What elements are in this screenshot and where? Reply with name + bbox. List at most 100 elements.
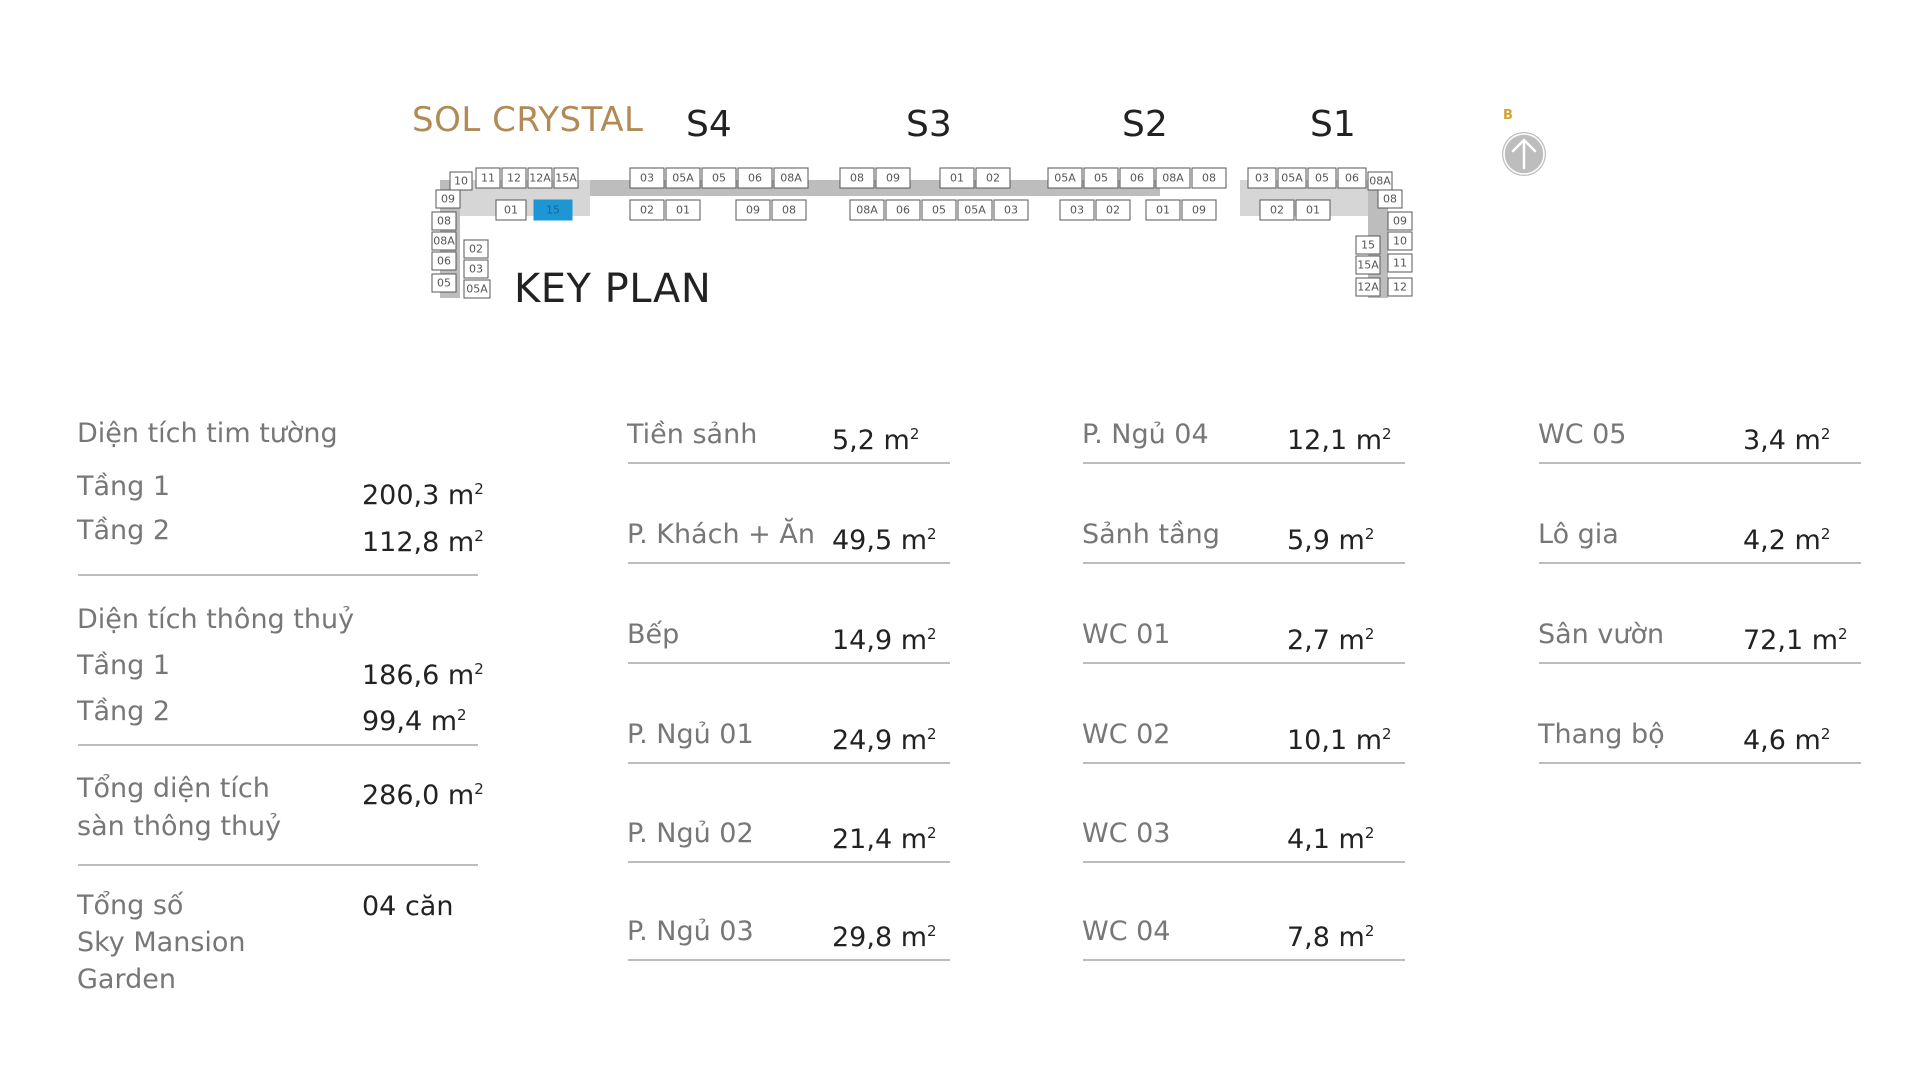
divider bbox=[628, 562, 950, 564]
svg-text:08A: 08A bbox=[780, 172, 802, 185]
room-label: Sân vườn bbox=[1538, 619, 1665, 650]
svg-text:05A: 05A bbox=[672, 172, 694, 185]
room-area-value: 72,1 m2 bbox=[1743, 625, 1848, 656]
divider bbox=[628, 861, 950, 863]
svg-text:03: 03 bbox=[1004, 204, 1018, 217]
divider bbox=[628, 959, 950, 961]
svg-text:01: 01 bbox=[1306, 204, 1320, 217]
svg-text:02: 02 bbox=[986, 172, 1000, 185]
svg-text:08A: 08A bbox=[1369, 175, 1391, 188]
svg-text:06: 06 bbox=[748, 172, 762, 185]
divider bbox=[1083, 662, 1405, 664]
plan-unit: 11 bbox=[475, 167, 501, 189]
plan-unit: 15 bbox=[1355, 235, 1381, 255]
room-area-value: 5,2 m2 bbox=[832, 425, 920, 456]
wall-area-floor1-label: Tầng 1 bbox=[77, 471, 171, 502]
svg-text:03: 03 bbox=[1070, 204, 1084, 217]
svg-text:09: 09 bbox=[886, 172, 900, 185]
plan-unit: 05A bbox=[665, 167, 701, 189]
svg-text:10: 10 bbox=[1393, 235, 1407, 248]
room-area-value: 4,2 m2 bbox=[1743, 525, 1831, 556]
svg-text:12A: 12A bbox=[529, 172, 551, 185]
svg-text:05: 05 bbox=[1094, 172, 1108, 185]
svg-text:08A: 08A bbox=[856, 204, 878, 217]
plan-unit: 08 bbox=[1191, 167, 1227, 189]
svg-text:03: 03 bbox=[640, 172, 654, 185]
divider bbox=[78, 574, 478, 576]
room-label: WC 03 bbox=[1082, 818, 1171, 849]
north-compass-icon bbox=[1502, 132, 1546, 176]
room-area-value: 24,9 m2 bbox=[832, 725, 937, 756]
plan-unit: 05 bbox=[701, 167, 737, 189]
clear-area-floor2-label: Tầng 2 bbox=[77, 696, 171, 727]
svg-text:01: 01 bbox=[1156, 204, 1170, 217]
plan-unit: 09 bbox=[875, 167, 911, 189]
svg-text:06: 06 bbox=[1130, 172, 1144, 185]
plan-unit: 15A bbox=[1355, 255, 1381, 275]
svg-text:05A: 05A bbox=[964, 204, 986, 217]
plan-unit: 15A bbox=[553, 167, 579, 189]
divider bbox=[628, 662, 950, 664]
section-label-s2: S2 bbox=[1122, 104, 1168, 145]
wall-area-floor2-value: 112,8 m2 bbox=[362, 527, 484, 558]
clear-area-floor1-value: 186,6 m2 bbox=[362, 660, 484, 691]
svg-text:08: 08 bbox=[782, 204, 796, 217]
svg-text:01: 01 bbox=[950, 172, 964, 185]
divider bbox=[1539, 762, 1861, 764]
svg-text:05: 05 bbox=[932, 204, 946, 217]
svg-text:06: 06 bbox=[1345, 172, 1359, 185]
room-area-value: 14,9 m2 bbox=[832, 625, 937, 656]
svg-text:05A: 05A bbox=[466, 283, 488, 296]
total-units-label-line1: Tổng số bbox=[77, 890, 184, 921]
plan-unit: 08 bbox=[1377, 189, 1403, 209]
room-area-value: 29,8 m2 bbox=[832, 922, 937, 953]
svg-text:05: 05 bbox=[712, 172, 726, 185]
plan-unit: 01 bbox=[1145, 199, 1181, 221]
svg-text:01: 01 bbox=[676, 204, 690, 217]
divider bbox=[1539, 662, 1861, 664]
room-label: WC 04 bbox=[1082, 916, 1171, 947]
svg-text:11: 11 bbox=[1393, 257, 1407, 270]
plan-unit: 06 bbox=[1337, 167, 1367, 189]
svg-text:05: 05 bbox=[437, 277, 451, 290]
svg-text:02: 02 bbox=[640, 204, 654, 217]
total-area-label-line1: Tổng diện tích bbox=[77, 773, 270, 804]
plan-unit: 03 bbox=[1059, 199, 1095, 221]
room-area-value: 5,9 m2 bbox=[1287, 525, 1375, 556]
room-area-value: 49,5 m2 bbox=[832, 525, 937, 556]
plan-unit: 09 bbox=[1181, 199, 1217, 221]
wall-area-floor1-value: 200,3 m2 bbox=[362, 480, 484, 511]
plan-unit: 12A bbox=[1355, 277, 1381, 297]
room-area-value: 4,6 m2 bbox=[1743, 725, 1831, 756]
svg-text:06: 06 bbox=[896, 204, 910, 217]
section-label-s3: S3 bbox=[906, 104, 952, 145]
svg-text:12A: 12A bbox=[1357, 281, 1379, 294]
svg-text:03: 03 bbox=[469, 263, 483, 276]
plan-unit: 05 bbox=[921, 199, 957, 221]
svg-text:01: 01 bbox=[504, 204, 518, 217]
svg-text:08: 08 bbox=[1202, 172, 1216, 185]
svg-text:09: 09 bbox=[746, 204, 760, 217]
divider bbox=[1083, 462, 1405, 464]
plan-unit: 05A bbox=[957, 199, 993, 221]
room-area-value: 21,4 m2 bbox=[832, 824, 937, 855]
plan-unit: 08 bbox=[839, 167, 875, 189]
room-label: WC 05 bbox=[1538, 419, 1627, 450]
room-area-value: 7,8 m2 bbox=[1287, 922, 1375, 953]
plan-unit: 05A bbox=[1277, 167, 1307, 189]
svg-text:08A: 08A bbox=[433, 235, 455, 248]
plan-unit: 03 bbox=[1247, 167, 1277, 189]
plan-unit: 09 bbox=[435, 189, 461, 209]
plan-unit: 01 bbox=[495, 199, 527, 221]
room-label: Lô gia bbox=[1538, 519, 1619, 550]
plan-unit: 01 bbox=[939, 167, 975, 189]
room-label: P. Ngủ 02 bbox=[627, 818, 754, 849]
plan-unit: 08A bbox=[1367, 171, 1393, 191]
plan-unit: 02 bbox=[463, 239, 489, 259]
svg-text:05A: 05A bbox=[1281, 172, 1303, 185]
svg-text:08: 08 bbox=[437, 215, 451, 228]
plan-unit: 03 bbox=[993, 199, 1029, 221]
svg-text:12: 12 bbox=[507, 172, 521, 185]
total-units-label-line3: Garden bbox=[77, 964, 176, 995]
plan-unit: 08 bbox=[431, 211, 457, 231]
